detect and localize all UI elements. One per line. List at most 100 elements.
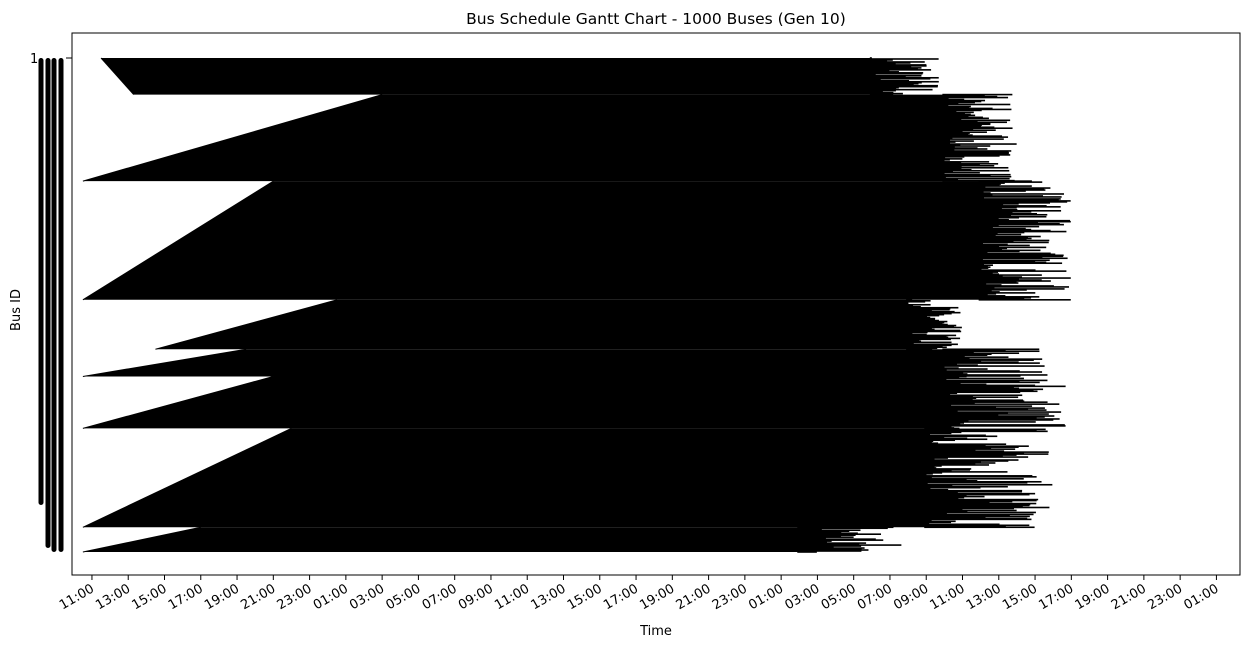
bus-bar [906,321,945,324]
bus-bar [942,377,1024,380]
bus-bar [924,436,945,439]
bus-bar [942,371,1043,373]
bus-bar [869,77,931,80]
bus-bar [906,331,928,334]
block-edge [82,94,383,182]
bus-bar [924,495,985,498]
bus-bar [978,215,1047,218]
bus-bar [942,359,1034,361]
bus-bar [978,190,1026,192]
bus-bar [924,526,1035,529]
bus-bar [942,396,1019,399]
bus-bar [942,175,1012,178]
bus-bar [978,239,1050,242]
bus-bar [942,155,1000,157]
y-tick-label: 1 [30,52,38,67]
bus-bar [978,193,1064,195]
bus-bar [906,333,927,336]
bus-bar [924,472,943,474]
bus-bar [924,475,1033,477]
bus-bar [978,261,1047,264]
bus-bar [797,540,832,542]
bus-bar [869,82,919,85]
bus-bar [978,257,1068,260]
y-axis-label: Bus ID [9,289,24,331]
bus-bar [978,201,1068,203]
bus-bar [942,140,974,142]
bus-bar [942,136,1009,138]
bus-bar [924,489,1023,492]
bus-bar [906,308,950,311]
bus-bar [942,425,1066,427]
bus-bar [906,299,913,301]
bus-bar [942,356,1009,358]
bus-bar [924,515,1030,518]
bus-bar [924,488,949,491]
bus-bar [942,372,964,374]
bus-bar [978,186,986,188]
bus-bar [978,292,1036,294]
bus-bar [869,63,896,65]
block-edge [82,180,274,301]
bus-bar [978,271,999,273]
bus-bar [942,400,1025,402]
bus-bar [797,531,842,534]
bus-bar [869,89,896,92]
bus-bar [869,79,910,82]
bus-bar [797,534,856,536]
bus-bar [942,137,953,139]
bus-bar [906,338,951,341]
plot-frame [71,32,1241,576]
bus-bar [942,127,1013,130]
bus-bar [942,397,977,400]
bus-id-markers [38,58,64,552]
bus-bar [978,220,1071,223]
bus-bar [942,379,1048,382]
bus-bar [906,301,909,304]
bus-marker-column [51,58,57,552]
bus-bar [978,181,1043,183]
bus-bar [797,532,858,535]
bus-bar [869,74,876,76]
bus-bar [924,522,930,525]
bus-bar [869,69,932,71]
bus-bar [924,445,1029,447]
bus-bar [942,382,961,385]
bus-bar [942,376,960,379]
bus-bar [978,270,1067,272]
bus-bar [942,378,947,381]
bus-bar [942,113,971,116]
bus-bar [906,345,943,348]
bus-bar [978,268,982,270]
bus-bar [924,493,1030,496]
bus-bar [978,198,1061,200]
bus-bar [978,206,1061,208]
bus-bar [978,196,1062,198]
bus-bar [978,222,1060,225]
bus-bar [924,439,956,442]
bus-bar [978,273,999,275]
bus-marker-column [45,58,51,548]
bus-bar [942,392,958,395]
bus-bar [906,328,935,331]
bus-bar [978,291,1000,293]
bus-bar [942,125,982,128]
bus-bar [906,347,938,350]
bus-bar [978,207,1017,209]
bus-bar [942,361,1019,363]
bus-bar [942,148,988,150]
bus-bar [942,179,1015,182]
bus-bar [924,466,935,468]
bus-bar [924,438,988,441]
bus-bar [797,546,834,548]
bus-bar [942,162,962,164]
bus-bar [869,60,888,62]
bus-bar [924,519,932,522]
bus-bar [869,86,899,89]
bus-bar [942,420,969,422]
bus-bar [924,478,1024,480]
bus-bar [797,535,842,537]
bus-bar [924,435,998,438]
bus-bar [978,265,988,267]
